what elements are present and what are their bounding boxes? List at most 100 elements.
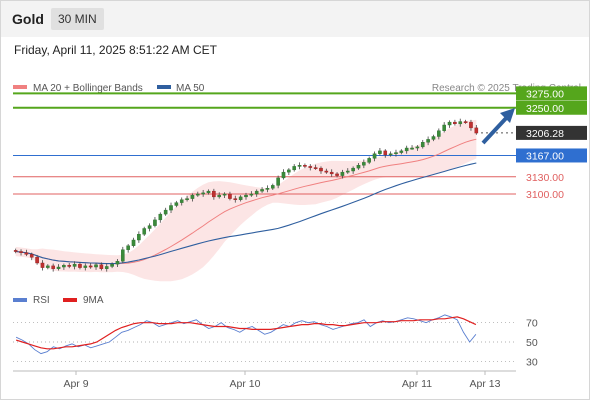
rsi-ma-legend-swatch xyxy=(63,298,77,302)
candle-57 xyxy=(319,166,323,174)
level-tag-0 xyxy=(516,86,587,101)
ma50-legend-label: MA 50 xyxy=(176,83,205,94)
x-label-2: Apr 11 xyxy=(402,378,432,390)
candle-20 xyxy=(121,246,125,263)
candle-18 xyxy=(110,262,114,269)
x-label-1: Apr 10 xyxy=(230,378,261,390)
candle-47 xyxy=(265,185,270,193)
candle-73 xyxy=(404,145,409,154)
candle-38 xyxy=(217,192,222,199)
candle-59 xyxy=(329,169,334,177)
level-label-3: 3167.00 xyxy=(526,150,564,162)
candle-86 xyxy=(474,125,479,135)
candle-17 xyxy=(104,263,109,272)
price-levels: 3275.00 3250.00 3206.28 3167.00 3130.00 3100.… xyxy=(13,86,587,201)
candle-28 xyxy=(163,207,168,216)
candle-52 xyxy=(292,164,297,172)
candle-69 xyxy=(383,149,388,158)
candle-85 xyxy=(469,119,473,131)
candle-50 xyxy=(281,169,286,180)
rsi-ma-line xyxy=(15,316,477,350)
bollinger-band-fill xyxy=(15,119,477,282)
candle-26 xyxy=(153,217,157,228)
candle-75 xyxy=(415,145,420,151)
rsi-ma-legend-label: 9MA xyxy=(83,295,104,306)
candle-3 xyxy=(29,252,34,261)
header-bar: Gold 30 MIN xyxy=(1,1,589,37)
candle-65 xyxy=(362,159,366,169)
candle-76 xyxy=(420,139,425,149)
candle-1 xyxy=(19,249,23,256)
candle-7 xyxy=(51,263,55,272)
candle-37 xyxy=(212,188,216,200)
candle-10 xyxy=(67,263,72,269)
candle-80 xyxy=(442,122,446,133)
research-credit: Research © 2025 Trading Central xyxy=(432,83,581,94)
candle-21 xyxy=(126,244,130,253)
level-tag-2 xyxy=(516,125,587,140)
candle-71 xyxy=(394,149,398,157)
candle-68 xyxy=(378,148,382,156)
rsi-legend-swatch xyxy=(13,298,27,302)
candle-12 xyxy=(78,262,82,270)
candle-48 xyxy=(270,183,275,190)
candle-55 xyxy=(308,164,313,171)
candle-33 xyxy=(190,193,195,202)
candle-64 xyxy=(356,162,361,170)
candle-49 xyxy=(276,175,280,189)
candle-40 xyxy=(228,191,232,201)
level-label-4: 3130.00 xyxy=(526,172,564,184)
candle-35 xyxy=(201,189,205,197)
ma50-legend-swatch xyxy=(157,85,171,89)
level-label-2: 3206.28 xyxy=(526,128,564,140)
candle-25 xyxy=(147,223,152,232)
candle-51 xyxy=(287,168,291,176)
candle-24 xyxy=(142,226,147,236)
level-label-1: 3250.00 xyxy=(526,103,564,115)
candle-5 xyxy=(40,260,45,271)
candle-32 xyxy=(185,195,189,202)
candle-30 xyxy=(174,200,179,208)
candle-46 xyxy=(260,187,264,193)
candle-29 xyxy=(169,202,173,213)
candle-58 xyxy=(324,168,329,174)
candle-77 xyxy=(426,136,430,146)
candle-15 xyxy=(94,263,98,270)
rsi-tick-0: 70 xyxy=(526,318,538,330)
candle-53 xyxy=(297,162,302,170)
candle-83 xyxy=(458,118,463,127)
ma20-legend-label: MA 20 + Bollinger Bands xyxy=(33,83,143,94)
chart-datetime: Friday, April 11, 2025 8:51:22 AM CET xyxy=(14,43,217,57)
candle-11 xyxy=(72,261,77,270)
ma50-line xyxy=(15,162,477,265)
candle-81 xyxy=(447,120,452,128)
candle-2 xyxy=(24,249,29,257)
candle-16 xyxy=(99,262,104,271)
candle-78 xyxy=(431,134,436,142)
candle-14 xyxy=(88,263,93,269)
candle-84 xyxy=(463,119,468,124)
candle-54 xyxy=(303,163,307,169)
x-label-3: Apr 13 xyxy=(470,378,501,390)
candle-8 xyxy=(56,264,61,271)
candle-61 xyxy=(340,169,345,179)
candle-41 xyxy=(233,195,238,203)
instrument-name: Gold xyxy=(12,11,44,27)
x-label-0: Apr 9 xyxy=(63,378,88,390)
candle-31 xyxy=(179,197,184,206)
candle-6 xyxy=(46,264,50,270)
candle-56 xyxy=(313,164,318,170)
candle-27 xyxy=(158,212,163,223)
forecast-arrow xyxy=(481,108,515,145)
timeframe-button[interactable]: 30 MIN xyxy=(51,8,104,30)
candle-60 xyxy=(335,172,339,178)
candle-74 xyxy=(410,145,414,150)
candle-13 xyxy=(83,263,88,271)
candle-72 xyxy=(399,149,404,155)
candlesticks xyxy=(13,118,479,272)
rsi-panel: 70 50 30 xyxy=(13,314,538,368)
rsi-legend-label: RSI xyxy=(33,295,50,306)
candle-9 xyxy=(62,263,66,270)
